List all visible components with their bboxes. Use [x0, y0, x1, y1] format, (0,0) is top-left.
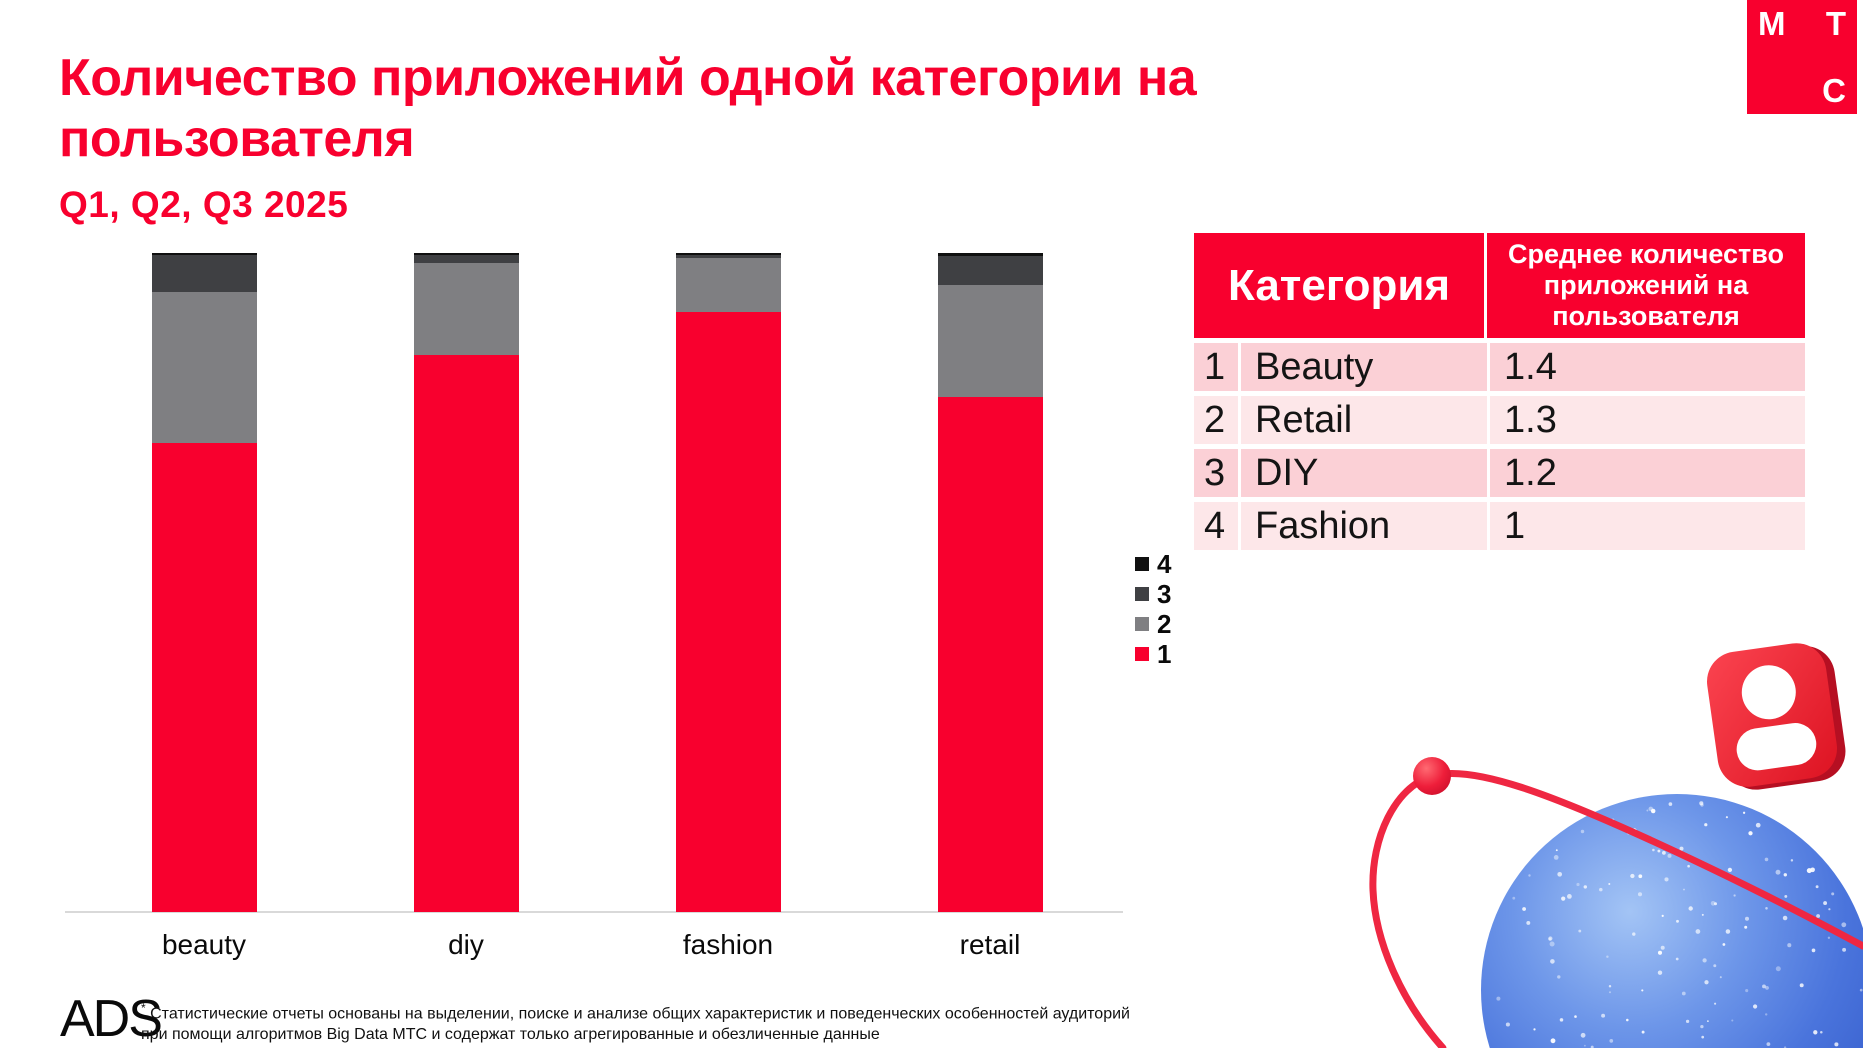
footnote-text: Статистические отчеты основаны на выделе…: [141, 1005, 1130, 1044]
bar-segment-1: [413, 355, 519, 912]
table-header-average: Среднее количество приложений на пользов…: [1507, 239, 1785, 331]
legend-swatch: [1135, 617, 1149, 631]
bar-segment-3: [413, 254, 519, 263]
bar-diy: [413, 253, 519, 912]
x-axis-label: diy: [448, 929, 484, 960]
footnote: * Статистические отчеты основаны на выде…: [141, 998, 1156, 1045]
table-row: 2 Retail 1.3: [1194, 396, 1805, 444]
row-rank: 4: [1194, 502, 1238, 550]
ads-logo: ADS: [60, 990, 163, 1048]
legend-item-3: 3: [1135, 579, 1171, 609]
bar-segment-3: [675, 254, 781, 259]
table-header-row: Категория Среднее количество приложений …: [1194, 233, 1805, 338]
bar-segment-2: [413, 262, 519, 356]
row-category: Retail: [1241, 396, 1487, 444]
bar-segment-2: [151, 291, 257, 443]
planet-stars: [1496, 801, 1863, 1048]
logo-letter-m: М: [1758, 5, 1786, 42]
bar-segment-1: [937, 397, 1043, 912]
table-row: 3 DIY 1.2: [1194, 449, 1805, 497]
bar-segment-4: [675, 253, 781, 255]
row-rank: 2: [1194, 396, 1238, 444]
bar-retail: [937, 253, 1043, 912]
row-category: Fashion: [1241, 502, 1487, 550]
satellite-dot-icon: [1413, 757, 1451, 795]
bar-segment-2: [937, 284, 1043, 398]
table-row: 1 Beauty 1.4: [1194, 343, 1805, 391]
bar-fashion: [675, 253, 781, 912]
bar-segment-3: [151, 254, 257, 292]
mts-logo: М Т С: [1747, 0, 1857, 114]
planet-decoration: [1369, 643, 1863, 1048]
table-row: 4 Fashion 1: [1194, 502, 1805, 550]
stacked-bar-chart: beauty diy fashion retail: [65, 253, 1123, 960]
bar-segment-3: [937, 256, 1043, 285]
page-title: Количество приложений одной категории на…: [59, 49, 1197, 168]
x-axis-label: fashion: [682, 929, 774, 960]
legend-item-4: 4: [1135, 549, 1171, 579]
row-category: DIY: [1241, 449, 1487, 497]
logo-letter-c: С: [1822, 72, 1846, 109]
legend-swatch: [1135, 647, 1149, 661]
bar-segment-4: [413, 253, 519, 255]
person-icon: [1741, 665, 1796, 720]
row-category: Beauty: [1241, 343, 1487, 391]
legend-swatch: [1135, 587, 1149, 601]
legend-swatch: [1135, 557, 1149, 571]
row-rank: 1: [1194, 343, 1238, 391]
category-table: Категория Среднее количество приложений …: [1194, 233, 1805, 550]
legend-item-2: 2: [1135, 609, 1171, 639]
row-value: 1.3: [1490, 396, 1805, 444]
footnote-asterisk: *: [141, 1001, 146, 1015]
row-value: 1.2: [1490, 449, 1805, 497]
logo-letter-t: Т: [1825, 5, 1846, 42]
legend-label: 1: [1157, 638, 1172, 669]
x-axis-label: retail: [959, 929, 1021, 960]
bar-segment-1: [151, 442, 257, 912]
bar-segment-4: [937, 253, 1043, 257]
planet-icon: [1481, 794, 1863, 1048]
legend-label: 3: [1157, 578, 1172, 609]
bar-segment-2: [675, 258, 781, 313]
table-body: 1 Beauty 1.4 2 Retail 1.3 3 DIY 1.2 4 Fashion 1: [1194, 343, 1805, 550]
table-header-category: Категория: [1194, 233, 1487, 338]
x-axis-label: beauty: [161, 929, 247, 960]
legend-label: 2: [1157, 608, 1172, 639]
row-rank: 3: [1194, 449, 1238, 497]
contact-app-icon: [1707, 643, 1846, 790]
row-value: 1.4: [1490, 343, 1805, 391]
x-axis-line: [65, 911, 1123, 913]
subtitle: Q1, Q2, Q3 2025: [59, 184, 349, 225]
row-value: 1: [1490, 502, 1805, 550]
bar-segment-4: [151, 253, 257, 255]
bar-beauty: [151, 253, 257, 912]
legend-label: 4: [1157, 548, 1172, 579]
legend-item-1: 1: [1135, 639, 1171, 669]
bar-segment-1: [675, 312, 781, 912]
